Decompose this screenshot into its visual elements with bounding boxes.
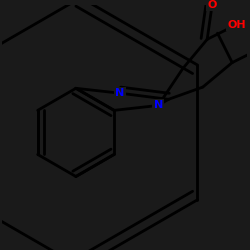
Text: O: O [208,0,217,10]
Text: OH: OH [227,20,246,30]
Text: N: N [154,100,163,110]
Text: N: N [116,88,125,98]
